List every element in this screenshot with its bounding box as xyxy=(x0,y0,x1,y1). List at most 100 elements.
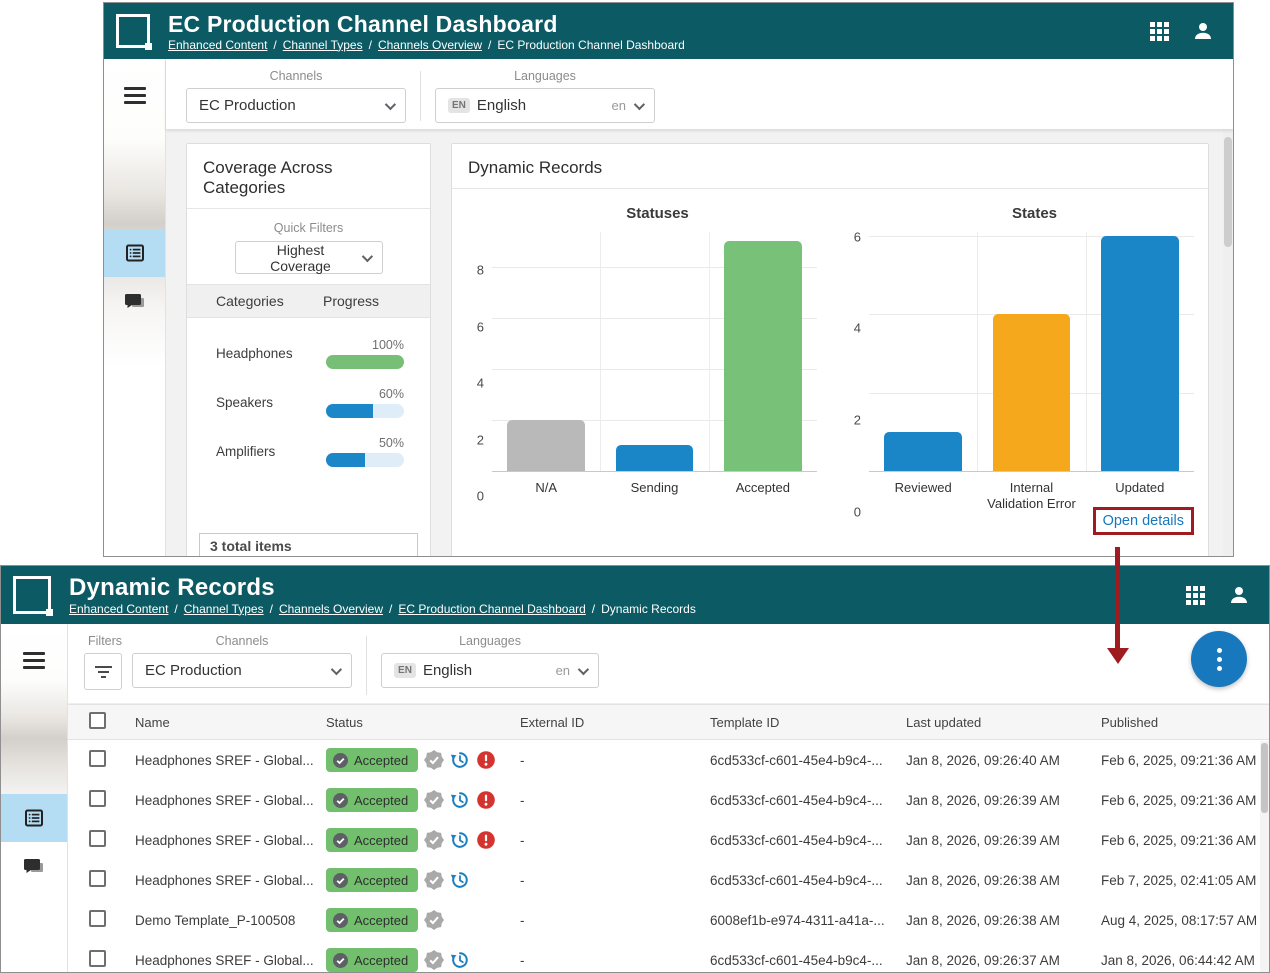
sidebar-item-comments[interactable] xyxy=(104,277,165,325)
record-external-id: - xyxy=(520,792,525,808)
language-code-badge: EN xyxy=(448,98,470,113)
bar-internal-validation-error xyxy=(992,314,1071,471)
coverage-row: Speakers 60% xyxy=(216,387,404,418)
channels-select[interactable]: EC Production xyxy=(186,88,406,123)
row-checkbox[interactable] xyxy=(89,790,106,807)
coverage-row: Headphones 100% xyxy=(216,338,404,369)
row-checkbox[interactable] xyxy=(89,830,106,847)
table-row[interactable]: Headphones SREF - Global... Accepted - 6cd5… xyxy=(68,740,1269,780)
seal-check-icon xyxy=(424,830,445,850)
open-details-link[interactable]: Open details xyxy=(1102,513,1184,529)
record-published: Feb 6, 2025, 09:21:36 AM xyxy=(1101,832,1257,848)
quick-filters-label: Quick Filters xyxy=(273,221,344,235)
seal-check-icon xyxy=(424,790,445,810)
quick-filter-value: Highest Coverage xyxy=(270,241,331,274)
record-template-id: 6cd533cf-c601-45e4-b9c4-... xyxy=(710,792,883,808)
sidebar-item-comments[interactable] xyxy=(1,842,67,890)
sidebar-item-records[interactable] xyxy=(104,229,165,277)
record-last-updated: Jan 8, 2026, 09:26:38 AM xyxy=(906,912,1060,928)
channels-label: Channels xyxy=(269,69,323,83)
progress-bar xyxy=(326,404,404,418)
record-name: Headphones SREF - Global... xyxy=(135,872,314,888)
coverage-col-progress: Progress xyxy=(323,293,380,309)
y-tick-label: 8 xyxy=(476,262,484,278)
divider xyxy=(366,636,368,695)
table-row[interactable]: Headphones SREF - Global... Accepted - 6cd5… xyxy=(68,940,1269,972)
channel-language-toolbar: Channels EC Production Languages EN Engli… xyxy=(166,59,1233,129)
breadcrumb-link[interactable]: Channels Overview xyxy=(377,37,482,52)
progress-bar xyxy=(326,453,404,467)
scrollbar-track xyxy=(1223,129,1233,556)
select-all-checkbox[interactable] xyxy=(89,712,106,729)
actions-fab-button[interactable] xyxy=(1191,631,1247,687)
apps-grid-icon[interactable] xyxy=(1150,21,1169,41)
breadcrumb-link[interactable]: Enhanced Content xyxy=(69,601,169,616)
dashboard-content: Coverage Across Categories Quick Filters… xyxy=(166,129,1233,556)
apps-grid-icon[interactable] xyxy=(1186,585,1205,605)
app-logo-icon xyxy=(13,576,53,616)
record-status: Accepted xyxy=(326,868,520,892)
table-row[interactable]: Headphones SREF - Global... Accepted - 6cd5… xyxy=(68,860,1269,900)
y-tick-label: 4 xyxy=(476,375,484,391)
table-row[interactable]: Headphones SREF - Global... Accepted - 6cd5… xyxy=(68,780,1269,820)
breadcrumb-link[interactable]: EC Production Channel Dashboard xyxy=(398,601,586,616)
scrollbar-thumb[interactable] xyxy=(1261,743,1268,813)
col-template-id: Template ID xyxy=(710,714,780,730)
row-checkbox[interactable] xyxy=(89,950,106,967)
breadcrumb: Enhanced Content / Channel Types / Channels … xyxy=(69,602,1186,616)
bar-accepted xyxy=(723,240,802,471)
breadcrumb-separator: / xyxy=(488,37,492,52)
row-checkbox[interactable] xyxy=(89,870,106,887)
languages-select[interactable]: EN English en xyxy=(435,88,655,123)
breadcrumb-link[interactable]: Channel Types xyxy=(183,601,264,616)
bar-sending xyxy=(615,445,694,471)
menu-toggle-button[interactable] xyxy=(1,636,67,684)
channels-select[interactable]: EC Production xyxy=(132,653,353,688)
languages-label: Languages xyxy=(514,69,576,83)
y-tick-label: 6 xyxy=(853,229,861,245)
status-badge: Accepted xyxy=(326,908,419,932)
breadcrumb-link[interactable]: Channel Types xyxy=(282,37,363,52)
dynamic-records-card: Dynamic Records Statuses 0 2 4 6 8 N/A Sending… xyxy=(451,143,1209,556)
progress-percent: 60% xyxy=(378,387,404,401)
breadcrumb-link[interactable]: Channels Overview xyxy=(278,601,383,616)
user-profile-icon[interactable] xyxy=(1227,583,1251,607)
table-row[interactable]: Demo Template_P-100508 Accepted - 6008ef1b-… xyxy=(68,900,1269,940)
error-icon xyxy=(477,791,496,809)
row-checkbox[interactable] xyxy=(89,910,106,927)
record-external-id: - xyxy=(520,872,525,888)
category-name: Speakers xyxy=(216,395,274,410)
x-tick-label: Internal Validation Error xyxy=(987,480,1076,511)
quick-filter-select[interactable]: Highest Coverage xyxy=(234,241,383,274)
row-checkbox[interactable] xyxy=(89,750,106,767)
chevron-down-icon xyxy=(330,663,343,675)
menu-toggle-button[interactable] xyxy=(104,71,165,119)
user-profile-icon[interactable] xyxy=(1191,19,1215,43)
record-status: Accepted xyxy=(326,748,520,772)
record-external-id: - xyxy=(520,832,525,848)
scrollbar-thumb[interactable] xyxy=(1224,137,1232,247)
page-title: Dynamic Records xyxy=(69,573,275,601)
chart-title: Statuses xyxy=(626,205,689,222)
breadcrumb: Enhanced Content / Channel Types / Channels … xyxy=(168,38,1150,52)
table-row[interactable]: Headphones SREF - Global... Accepted - 6cd5… xyxy=(68,820,1269,860)
languages-select[interactable]: EN English en xyxy=(381,653,600,688)
y-tick-label: 6 xyxy=(476,319,484,335)
y-tick-label: 4 xyxy=(853,320,861,336)
y-tick-label: 0 xyxy=(476,488,484,504)
chat-icon xyxy=(24,859,43,873)
history-icon xyxy=(451,792,468,808)
history-icon xyxy=(451,752,468,768)
channels-label: Channels xyxy=(215,634,269,648)
x-tick-label: N/A xyxy=(535,480,557,495)
breadcrumb-link[interactable]: Enhanced Content xyxy=(168,37,268,52)
sidebar-item-records[interactable] xyxy=(1,794,67,842)
record-template-id: 6cd533cf-c601-45e4-b9c4-... xyxy=(710,832,883,848)
filters-button[interactable] xyxy=(84,653,123,690)
seal-check-icon xyxy=(424,910,445,930)
page-title: EC Production Channel Dashboard xyxy=(168,10,558,37)
record-published: Aug 4, 2025, 08:17:57 AM xyxy=(1101,912,1258,928)
sidebar xyxy=(104,59,166,556)
record-template-id: 6cd533cf-c601-45e4-b9c4-... xyxy=(710,752,883,768)
